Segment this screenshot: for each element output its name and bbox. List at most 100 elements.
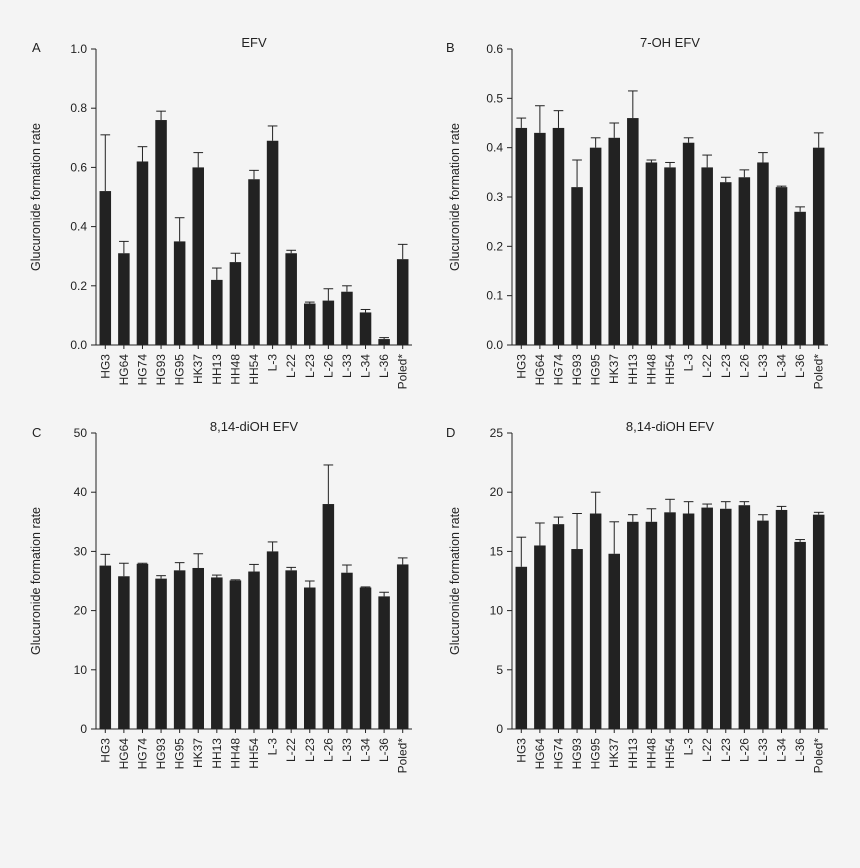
bar-l34 [359, 312, 372, 345]
x-tick-label: HK37 [191, 738, 205, 768]
error-bar [230, 252, 241, 263]
bar-hh48 [229, 580, 242, 729]
bar-poled [396, 259, 409, 345]
error-bar [137, 146, 148, 162]
x-tick-label: L-3 [682, 354, 696, 372]
bar-l22 [285, 570, 297, 729]
y-tick-label: 20 [74, 604, 88, 618]
bar-poled [812, 514, 825, 729]
y-tick-label: 0.6 [486, 42, 503, 56]
x-tick-label: L-22 [700, 354, 714, 378]
bar-l34 [775, 187, 788, 345]
error-bar [572, 513, 582, 550]
error-bar [379, 591, 389, 597]
y-tick-label: 0.4 [70, 220, 87, 234]
y-tick-label: 0.2 [70, 279, 87, 293]
x-tick-label: HH48 [644, 354, 658, 385]
x-tick-label: HG95 [173, 354, 187, 386]
bar-l3 [682, 142, 695, 345]
bar-hg74 [552, 524, 565, 729]
bar-l23 [304, 587, 316, 729]
error-bar [646, 159, 657, 163]
x-tick-label: HH13 [626, 354, 640, 385]
x-tick-label: HH54 [247, 354, 261, 385]
error-bar [397, 243, 408, 260]
x-tick-label: Poled* [812, 354, 826, 390]
bar-l26 [738, 177, 751, 345]
x-tick-label: L-34 [775, 354, 789, 378]
y-tick-label: 40 [74, 485, 88, 499]
x-tick-label: L-23 [719, 738, 733, 762]
bar-hh48 [645, 162, 658, 345]
chart-panel-b: B 7-OH EFV Glucuronide formation rate 0.0 0.… [446, 35, 828, 389]
bar-hh13 [211, 577, 223, 729]
error-bar [795, 539, 805, 542]
bar-hg74 [136, 563, 149, 729]
y-tick-label: 50 [74, 426, 88, 440]
bar-l34 [775, 509, 788, 729]
bar-hh54 [664, 512, 676, 729]
error-bar [516, 536, 527, 567]
x-tick-label: L-36 [377, 738, 391, 762]
x-tick-label: HG64 [533, 738, 547, 770]
error-bar [230, 579, 241, 581]
bar-hk37 [192, 167, 204, 345]
y-tick-label: 0 [80, 722, 87, 736]
x-tick-label: L-23 [719, 354, 733, 378]
error-bar [211, 267, 222, 280]
y-axis-label: Glucuronide formation rate [29, 507, 43, 655]
bar-hg93 [155, 120, 167, 345]
bar-l3 [682, 513, 695, 729]
error-bar [360, 308, 371, 313]
error-bar [683, 501, 694, 514]
error-bar [119, 562, 129, 577]
error-bar [267, 541, 278, 552]
error-bar [304, 301, 315, 304]
error-bar [249, 169, 259, 180]
y-tick-label: 0.4 [486, 141, 503, 155]
error-bar [286, 249, 297, 254]
bar-hg3 [99, 565, 112, 729]
x-tick-label: HG3 [98, 354, 112, 379]
error-bar [174, 217, 185, 242]
error-bar [397, 557, 408, 565]
x-tick-label: L-33 [340, 738, 354, 762]
y-tick-label: 0.0 [486, 338, 503, 352]
error-bar [739, 501, 750, 506]
error-bar [156, 110, 166, 121]
bar-l3 [266, 551, 279, 729]
error-bar [304, 580, 315, 588]
x-tick-label: HG3 [514, 354, 528, 379]
bar-poled [396, 564, 409, 729]
chart-title: 8,14-diOH EFV [626, 419, 714, 434]
bar-l33 [757, 520, 769, 729]
error-bar [795, 206, 805, 212]
bar-hg95 [589, 147, 602, 345]
chart-title: 8,14-diOH EFV [210, 419, 298, 434]
error-bar [137, 562, 148, 564]
y-tick-label: 0.1 [486, 289, 503, 303]
bar-l22 [285, 253, 297, 345]
x-tick-label: HG64 [117, 354, 131, 386]
x-tick-label: L-22 [284, 738, 298, 762]
x-tick-label: L-26 [737, 738, 751, 762]
x-tick-label: HG93 [570, 738, 584, 770]
x-tick-label: HH54 [663, 738, 677, 769]
error-bar [776, 505, 787, 510]
x-tick-label: HG93 [570, 354, 584, 386]
x-tick-label: L-36 [793, 354, 807, 378]
bar-l33 [757, 162, 769, 345]
x-tick-label: L-22 [700, 738, 714, 762]
bar-hk37 [192, 567, 204, 729]
x-tick-label: HH48 [228, 354, 242, 385]
bar-hk37 [608, 553, 620, 729]
y-tick-label: 0.2 [486, 239, 503, 253]
bar-hg74 [136, 161, 149, 345]
x-tick-label: L-33 [756, 738, 770, 762]
error-bar [758, 514, 768, 521]
error-bar [119, 240, 129, 254]
error-bar [590, 137, 601, 148]
x-tick-label: HG64 [533, 354, 547, 386]
bar-l23 [720, 508, 732, 729]
